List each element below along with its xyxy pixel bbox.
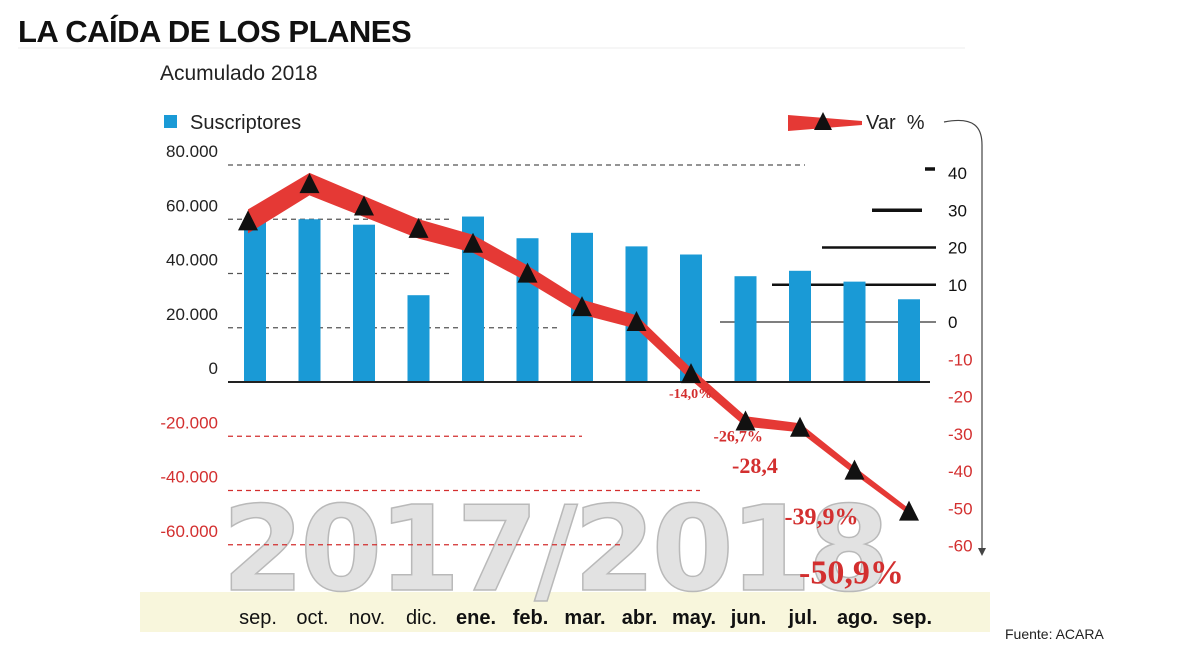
line-point-10	[790, 416, 810, 437]
category-axis: sep. oct. nov. dic. ene. feb. mar. abr. may. jun.…	[239, 607, 932, 629]
bar-4	[462, 216, 484, 382]
line-point-9	[735, 410, 756, 431]
right-tick-label: 10	[948, 276, 967, 295]
left-tick-label: 20.000	[166, 305, 218, 324]
left-tick-label: 60.000	[166, 196, 218, 215]
legend-triangle-icon	[814, 112, 832, 130]
line-point-5	[517, 262, 538, 283]
category-label: may.	[672, 607, 716, 629]
right-tick-label: -60	[948, 537, 973, 556]
left-tick-label: -40.000	[160, 468, 218, 487]
legend: Suscriptores Var %	[164, 112, 986, 556]
left-tick-label: -20.000	[160, 413, 218, 432]
line-point-7	[626, 311, 647, 331]
right-tick-label: -40	[948, 462, 973, 481]
left-tick-label: -60.000	[160, 522, 218, 541]
bar-8	[680, 254, 702, 382]
right-tick-label: 20	[948, 239, 967, 258]
bar-1	[298, 219, 321, 382]
right-tick-label: -50	[948, 499, 973, 518]
right-axis-arrow-icon	[978, 548, 986, 556]
data-label-12: -50,9%	[799, 555, 904, 592]
watermark: 2017/2018	[222, 480, 886, 618]
var-line-series	[238, 172, 919, 521]
line-point-6	[572, 296, 592, 317]
category-label: sep.	[239, 607, 277, 629]
right-tick-label: -10	[948, 350, 973, 369]
right-tick-label: 30	[948, 201, 967, 220]
line-point-8	[681, 363, 701, 384]
data-label-10: -28,4	[732, 453, 778, 478]
data-label-11: -39,9%	[785, 505, 859, 531]
category-label: dic.	[406, 607, 437, 629]
right-tick-label: 40	[948, 164, 967, 183]
bar-10	[789, 270, 811, 382]
line-point-2	[354, 195, 374, 216]
category-axis-band	[140, 592, 990, 632]
category-label: sep.	[892, 607, 932, 629]
data-label-9: -26,7%	[714, 428, 763, 445]
bar-0	[244, 219, 266, 382]
line-point-11	[844, 459, 865, 480]
right-tick-label: 0	[948, 313, 957, 332]
legend-line-label: Var %	[866, 112, 925, 134]
legend-bar-label: Suscriptores	[190, 112, 301, 134]
category-label: oct.	[296, 607, 328, 629]
category-label: jul.	[788, 607, 818, 629]
bar-12	[898, 299, 920, 382]
right-tick-label: -20	[948, 388, 973, 407]
chart-title: LA CAÍDA DE LOS PLANES	[18, 14, 412, 49]
bar-3	[407, 295, 430, 382]
bar-11	[843, 281, 866, 382]
line-point-4	[463, 232, 483, 253]
right-axis: 40 30 20 10 0 -10 -20 -30 -40 -50 -60	[948, 164, 973, 556]
left-tick-label: 80.000	[166, 142, 218, 161]
category-label: ene.	[456, 607, 496, 629]
legend-axis-bracket	[943, 119, 983, 548]
category-label: nov.	[349, 607, 385, 629]
bar-9	[734, 276, 757, 382]
left-tick-label: 40.000	[166, 251, 218, 270]
bar-5	[516, 238, 539, 382]
legend-bar-swatch	[164, 115, 177, 128]
category-label: feb.	[513, 607, 549, 629]
left-tick-label: 0	[209, 359, 218, 378]
right-tick-label: -30	[948, 425, 973, 444]
data-labels: -14,0% -26,7% -28,4 -39,9% -50,9%	[669, 387, 904, 591]
source-note: Fuente: ACARA	[1005, 626, 1104, 642]
line-point-0	[238, 210, 258, 231]
category-label: jun.	[730, 607, 767, 629]
category-label: ago.	[837, 607, 878, 629]
bar-2	[353, 224, 375, 382]
category-label: mar.	[564, 607, 605, 629]
data-label-8: -14,0%	[669, 387, 712, 402]
line-point-12	[899, 500, 919, 521]
left-axis: 80.000 60.000 40.000 20.000 0 -20.000 -40.000 -…	[160, 142, 218, 541]
category-label: abr.	[622, 607, 658, 629]
line-point-3	[408, 217, 429, 238]
chart-subtitle: Acumulado 2018	[160, 62, 318, 85]
line-point-1	[299, 173, 320, 194]
